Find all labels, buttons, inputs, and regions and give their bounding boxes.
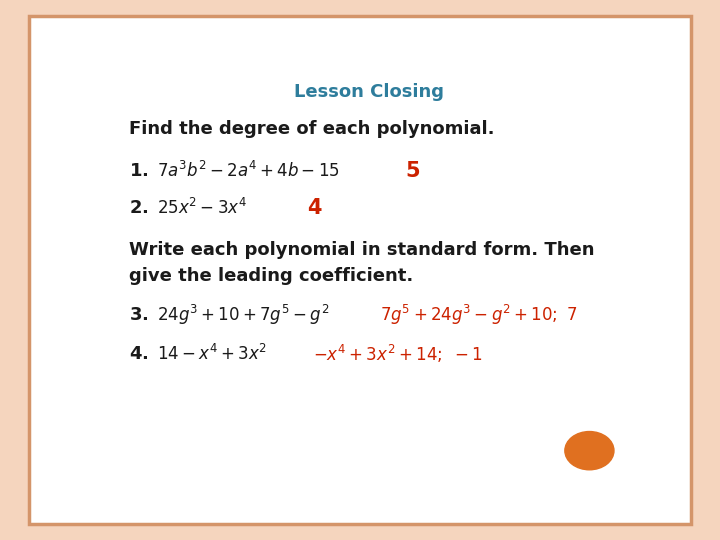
Text: $25x^2 - 3x^4$: $25x^2 - 3x^4$: [157, 198, 247, 218]
Text: give the leading coefficient.: give the leading coefficient.: [129, 267, 413, 285]
Text: $7g^5 + 24g^3 - g^2 + 10;\ 7$: $7g^5 + 24g^3 - g^2 + 10;\ 7$: [380, 303, 577, 327]
Text: $\mathbf{4.}$: $\mathbf{4.}$: [129, 345, 148, 363]
Text: $7a^3b^2 - 2a^4 + 4b - 15$: $7a^3b^2 - 2a^4 + 4b - 15$: [157, 161, 340, 181]
Text: Write each polynomial in standard form. Then: Write each polynomial in standard form. …: [129, 241, 595, 259]
Text: Find the degree of each polynomial.: Find the degree of each polynomial.: [129, 120, 495, 138]
Ellipse shape: [565, 431, 614, 470]
Text: 4: 4: [307, 198, 322, 218]
Text: Lesson Closing: Lesson Closing: [294, 83, 444, 101]
Text: 5: 5: [405, 161, 420, 181]
Text: $14 - x^4 + 3x^2$: $14 - x^4 + 3x^2$: [157, 344, 267, 364]
Text: $\mathbf{1.}$: $\mathbf{1.}$: [129, 162, 148, 180]
Text: $\mathbf{3.}$: $\mathbf{3.}$: [129, 306, 148, 324]
Text: $\mathbf{2.}$: $\mathbf{2.}$: [129, 199, 148, 217]
Text: $24g^3 + 10 + 7g^5 - g^2$: $24g^3 + 10 + 7g^5 - g^2$: [157, 303, 329, 327]
Text: $-x^4 + 3x^2 + 14;\ -1$: $-x^4 + 3x^2 + 14;\ -1$: [313, 343, 482, 365]
